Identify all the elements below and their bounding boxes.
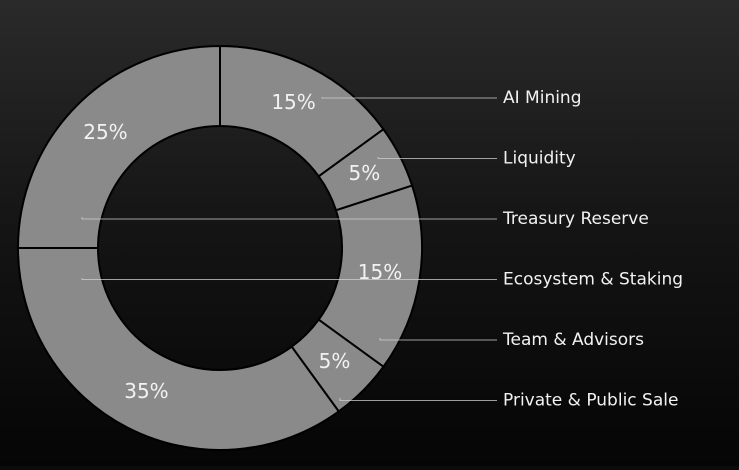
leader-line — [377, 157, 497, 159]
value-label: 25% — [83, 120, 127, 144]
leader-line — [321, 97, 497, 99]
leader-line — [81, 278, 497, 280]
legend-label: Liquidity — [503, 149, 576, 169]
donut: 15% 5% 15% 5% 35% 25% — [16, 44, 423, 451]
leader-line — [339, 398, 497, 401]
legend-label: Team & Advisors — [502, 330, 644, 350]
leader-line — [379, 338, 497, 341]
legend-label: AI Mining — [503, 88, 582, 108]
value-label: 5% — [348, 161, 380, 185]
value-label: 15% — [358, 260, 402, 284]
donut-segment — [16, 44, 221, 249]
value-label: 15% — [271, 90, 315, 114]
donut-segment — [16, 247, 341, 451]
value-label: 35% — [124, 379, 168, 403]
legend-label: Treasury Reserve — [502, 209, 649, 229]
value-label: 5% — [319, 349, 351, 373]
legend-label: Private & Public Sale — [503, 391, 678, 411]
legend-label: Ecosystem & Staking — [503, 270, 683, 290]
legend: AI Mining Liquidity Treasury Reserve Ecosys… — [81, 88, 683, 411]
leader-line — [81, 217, 497, 220]
